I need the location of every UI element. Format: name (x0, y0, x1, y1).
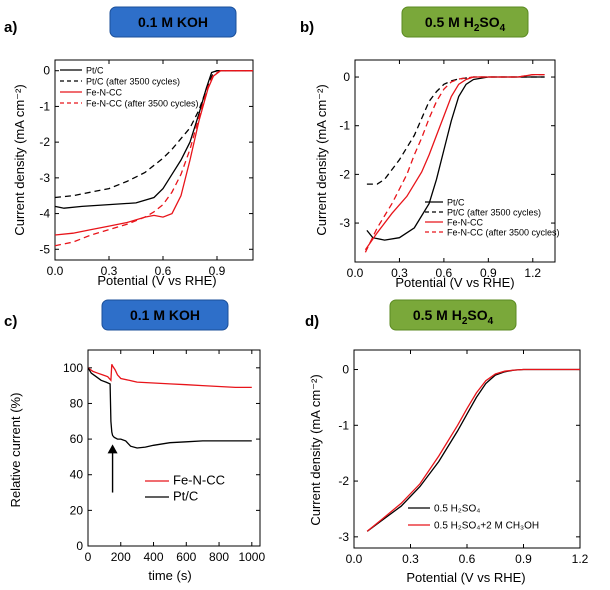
panel-label-c: c) (4, 313, 17, 330)
badge-d-text: 0.5 M H2SO4 (413, 307, 494, 327)
plot-frame (354, 59, 556, 263)
x-tick-label: 1000 (238, 550, 265, 564)
y-tick-label: 0 (43, 64, 50, 78)
y-tick-label: 60 (70, 432, 84, 446)
x-tick-label: 0.9 (480, 266, 497, 280)
x-tick-label: 0.6 (436, 266, 453, 280)
y-tick-label: 0 (76, 539, 83, 553)
panel-label-d: d) (305, 313, 319, 330)
x-tick-label: 0.3 (391, 266, 408, 280)
series-line-3 (364, 73, 545, 253)
series-line-1 (87, 367, 252, 449)
badge-d-bg (389, 299, 517, 331)
y-tick-label: 0 (343, 70, 350, 84)
ylabel-a: Current density (mA cm⁻²) (12, 84, 27, 235)
y-tick-label: -4 (39, 207, 50, 221)
badge-d: 0.5 M H2SO4 (389, 299, 517, 331)
legend-label: 0.5 H₂SO₄+2 M CH₃OH (434, 521, 539, 532)
badge-a-bg (109, 6, 237, 38)
y-tick-label: -1 (339, 119, 350, 133)
y-tick-label: -3 (339, 216, 350, 230)
legend-label: Pt/C (173, 489, 198, 504)
legend-label: Fe-N-CC (after 3500 cycles) (447, 228, 560, 238)
series-line-0 (54, 70, 253, 209)
badge-b-text: 0.5 M H2SO4 (425, 14, 506, 34)
x-tick-label: 0.6 (155, 264, 172, 278)
legend-label: Pt/C (86, 66, 104, 76)
y-tick-label: -5 (39, 242, 50, 256)
y-tick-label: 100 (63, 361, 83, 375)
series-line-1 (366, 76, 545, 185)
ylabel-d: Current density (mA cm⁻²) (308, 374, 323, 525)
y-tick-label: -2 (39, 135, 50, 149)
xlabel-c: time (s) (148, 568, 191, 583)
panel-label-a: a) (4, 19, 17, 36)
y-tick-label: -3 (39, 171, 50, 185)
plot-frame (54, 59, 254, 261)
badge-c: 0.1 M KOH (101, 299, 229, 331)
x-tick-label: 0.3 (101, 264, 118, 278)
y-tick-label: 0 (342, 363, 349, 377)
badge-b: 0.5 M H2SO4 (401, 6, 529, 38)
chart-b: 0.0 0.3 0.6 0.9 1.2 0 -1 -2 -3 Pt/CPt/C (after 35… (339, 59, 560, 280)
xlabel-a: Potential (V vs RHE) (97, 273, 216, 288)
badge-c-bg (101, 299, 229, 331)
x-tick-label: 600 (176, 550, 196, 564)
series-line-1 (366, 368, 580, 532)
x-tick-label: 1.2 (572, 552, 589, 566)
plot-frame (87, 349, 261, 547)
panel-label-b: b) (300, 19, 314, 36)
y-tick-label: -1 (39, 99, 50, 113)
legend-label: Fe-N-CC (173, 473, 225, 488)
ylabel-b: Current density (mA cm⁻²) (314, 84, 329, 235)
series-line-3 (54, 70, 253, 247)
x-tick-label: 200 (111, 550, 131, 564)
legend-label: Pt/C (447, 198, 465, 208)
xlabel-d: Potential (V vs RHE) (406, 570, 525, 585)
legend-label: 0.5 H₂SO₄ (434, 504, 480, 515)
x-tick-label: 0.0 (346, 552, 363, 566)
series-line-2 (364, 73, 545, 251)
legend-label: Fe-N-CC (447, 218, 483, 228)
x-tick-label: 0.0 (347, 266, 364, 280)
chart-a: 0.0 0.3 0.6 0.9 0 -1 -2 -3 -4 -5 Pt/CPt/C (after 3… (39, 59, 254, 278)
x-tick-label: 0.3 (402, 552, 419, 566)
legend-label: Pt/C (after 3500 cycles) (86, 77, 180, 87)
legend-label: Fe-N-CC (86, 88, 122, 98)
legend-label: Pt/C (after 3500 cycles) (447, 208, 541, 218)
series-line-1 (54, 70, 253, 199)
annotation-arrow-head (107, 444, 118, 454)
legend-label: Fe-N-CC (after 3500 cycles) (86, 99, 199, 109)
x-tick-label: 0.9 (515, 552, 532, 566)
badge-c-text: 0.1 M KOH (130, 307, 200, 323)
x-tick-label: 0.9 (209, 264, 226, 278)
x-tick-label: 0 (85, 550, 92, 564)
badge-a-text: 0.1 M KOH (138, 14, 208, 30)
badge-a: 0.1 M KOH (109, 6, 237, 38)
y-tick-label: 80 (70, 396, 84, 410)
series-line-0 (87, 364, 252, 389)
series-line-2 (54, 70, 253, 236)
y-tick-label: -1 (338, 418, 349, 432)
badge-b-bg (401, 6, 529, 38)
chart-d: 0.0 0.3 0.6 0.9 1.2 0 -1 -2 -3 0.5 H₂SO₄ 0.5 H₂SO₄… (338, 349, 589, 566)
x-tick-label: 0.6 (459, 552, 476, 566)
x-tick-label: 1.2 (524, 266, 541, 280)
y-tick-label: -2 (338, 474, 349, 488)
x-tick-label: 800 (209, 550, 229, 564)
x-tick-label: 400 (144, 550, 164, 564)
y-tick-label: -2 (339, 167, 350, 181)
y-tick-label: -3 (338, 530, 349, 544)
x-tick-label: 0.0 (47, 264, 64, 278)
plot-frame (353, 349, 581, 549)
xlabel-b: Potential (V vs RHE) (395, 275, 514, 290)
y-tick-label: 20 (70, 503, 84, 517)
y-tick-label: 40 (70, 468, 84, 482)
ylabel-c: Relative current (%) (8, 393, 23, 508)
